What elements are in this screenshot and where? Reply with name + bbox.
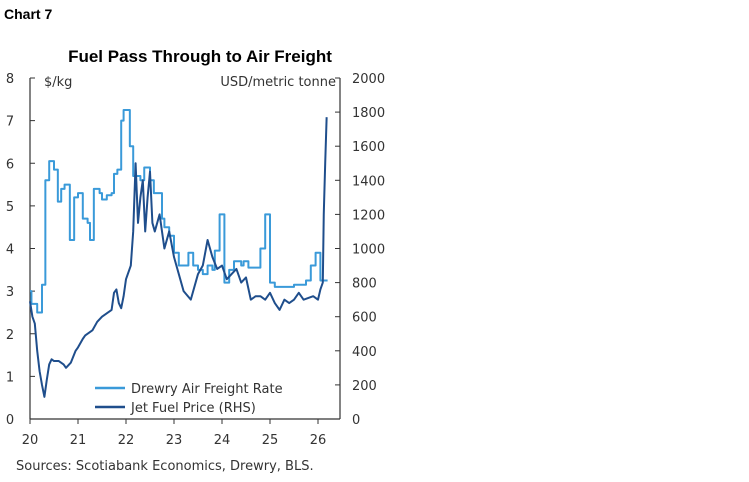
y-tick-label-left: 3	[6, 285, 14, 300]
x-tick-label: 26	[310, 433, 327, 448]
x-tick-label: 22	[118, 433, 135, 448]
legend-label: Drewry Air Freight Rate	[131, 382, 283, 397]
sources-note: Sources: Scotiabank Economics, Drewry, B…	[16, 459, 314, 474]
y-tick-label-right: 1800	[352, 106, 385, 121]
y-tick-label-right: 200	[352, 379, 377, 394]
x-tick-label: 20	[22, 433, 39, 448]
y-tick-label-left: 4	[6, 243, 14, 258]
y-tick-label-left: 2	[6, 328, 14, 343]
legend-label: Jet Fuel Price (RHS)	[130, 401, 256, 416]
chart-label: Chart 7	[4, 6, 53, 22]
y-tick-label-left: 5	[6, 200, 14, 215]
x-tick-label: 21	[70, 433, 87, 448]
y-axis-label-right: USD/metric tonne	[220, 75, 336, 90]
y-tick-label-right: 1600	[352, 140, 385, 155]
chart-title: Fuel Pass Through to Air Freight	[68, 47, 332, 66]
legend: Drewry Air Freight Rate Jet Fuel Price (R…	[95, 382, 283, 416]
y-tick-label-left: 6	[6, 157, 14, 172]
y-axis-label-left: $/kg	[44, 75, 72, 90]
y-tick-label-right: 1200	[352, 208, 385, 223]
y-tick-label-left: 8	[6, 72, 14, 87]
y-tick-label-right: 2000	[352, 72, 385, 87]
y-tick-label-right: 1000	[352, 243, 385, 258]
y-tick-label-left: 1	[6, 370, 14, 385]
x-tick-label: 24	[214, 433, 231, 448]
y-tick-label-left: 0	[6, 413, 14, 428]
y-tick-label-right: 600	[352, 311, 377, 326]
y-tick-label-right: 800	[352, 277, 377, 292]
series-line-drewry-air-freight-rate	[30, 108, 328, 314]
series-line-jet-fuel-price	[29, 117, 328, 398]
y-tick-label-left: 7	[6, 115, 14, 130]
y-tick-label-right: 1400	[352, 174, 385, 189]
y-tick-label-right: 0	[352, 413, 360, 428]
y-tick-label-right: 400	[352, 345, 377, 360]
x-tick-label: 25	[262, 433, 279, 448]
x-tick-label: 23	[166, 433, 183, 448]
